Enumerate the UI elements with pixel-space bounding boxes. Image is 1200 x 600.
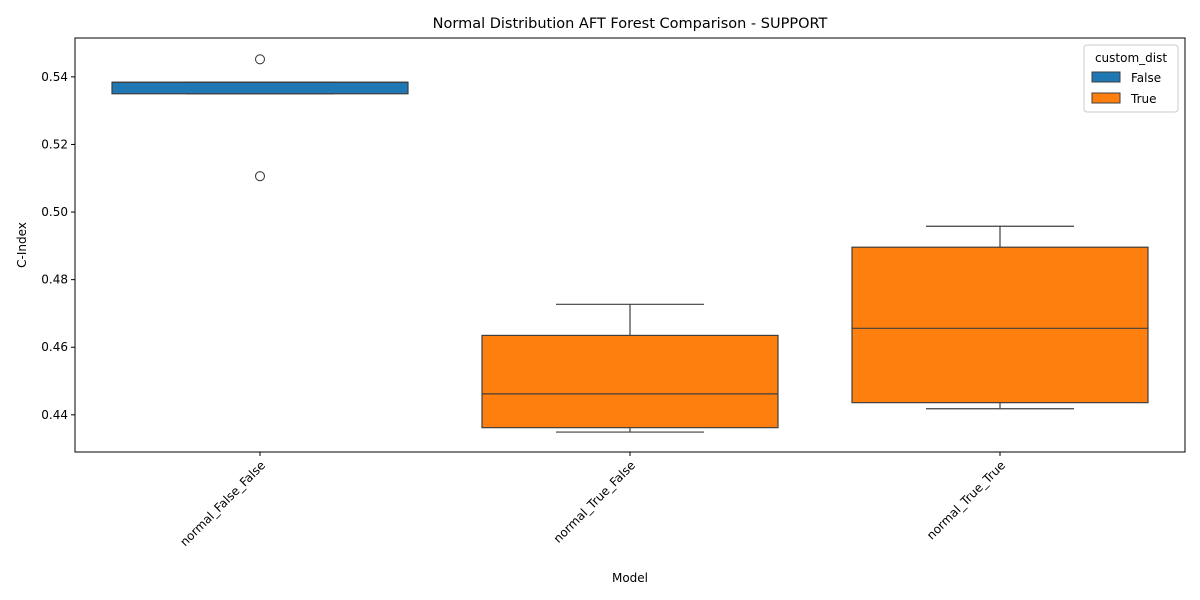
legend-swatch-false <box>1091 71 1121 83</box>
chart-title: Normal Distribution AFT Forest Compariso… <box>433 16 828 32</box>
x-tick-label: normal_True_False <box>551 458 638 545</box>
box-normal_True_True <box>851 246 1149 404</box>
legend-entry-label: True <box>1130 92 1157 106</box>
plot-area: 0.44 0.46 0.48 0.50 0.52 0.54 normal_False_Fal… <box>41 37 1186 549</box>
x-axis-label: Model <box>612 571 648 585</box>
box-normal_True_False <box>481 334 779 429</box>
y-tick-label: 0.50 <box>41 205 68 219</box>
axes-frame <box>74 37 1186 453</box>
y-axis-label: C-Index <box>15 222 29 268</box>
legend: custom_dist False True <box>1083 44 1179 113</box>
legend-swatch-true <box>1091 92 1121 104</box>
outlier-point <box>254 54 266 65</box>
y-tick-label: 0.44 <box>41 408 68 422</box>
y-tick-label: 0.46 <box>41 340 68 354</box>
x-tick-label: normal_True_True <box>924 458 1008 542</box>
y-tick-label: 0.54 <box>41 70 68 84</box>
outlier-point <box>254 171 266 182</box>
box-normal_False_False <box>111 81 409 95</box>
legend-entry-label: False <box>1131 71 1161 85</box>
y-tick-label: 0.52 <box>41 137 68 151</box>
y-tick-label: 0.48 <box>41 273 68 287</box>
legend-title: custom_dist <box>1095 51 1167 65</box>
x-tick-label: normal_False_False <box>177 458 268 549</box>
